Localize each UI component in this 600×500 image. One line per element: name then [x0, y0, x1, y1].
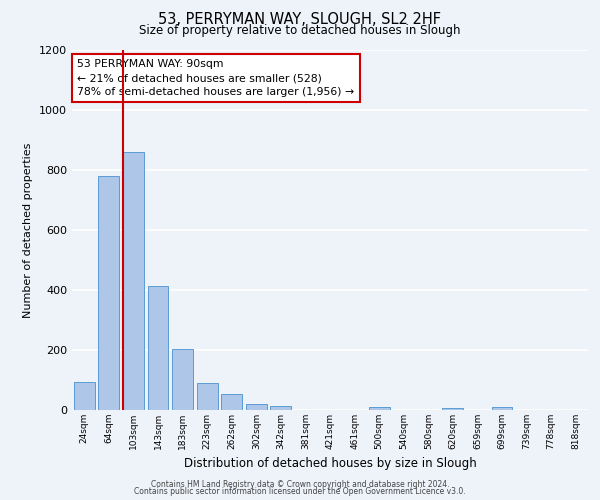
Text: Contains HM Land Registry data © Crown copyright and database right 2024.: Contains HM Land Registry data © Crown c… [151, 480, 449, 489]
Bar [271, 406, 292, 410]
Bar [442, 408, 463, 410]
Bar [172, 348, 193, 410]
Bar [221, 394, 242, 410]
X-axis label: Distribution of detached houses by size in Slough: Distribution of detached houses by size … [184, 458, 476, 470]
Y-axis label: Number of detached properties: Number of detached properties [23, 142, 34, 318]
Bar [368, 407, 389, 410]
Bar [74, 382, 95, 410]
Bar [246, 404, 267, 410]
Text: 53 PERRYMAN WAY: 90sqm
← 21% of detached houses are smaller (528)
78% of semi-de: 53 PERRYMAN WAY: 90sqm ← 21% of detached… [77, 59, 354, 97]
Text: Contains public sector information licensed under the Open Government Licence v3: Contains public sector information licen… [134, 487, 466, 496]
Bar [491, 407, 512, 410]
Bar [123, 152, 144, 410]
Bar [98, 176, 119, 410]
Text: Size of property relative to detached houses in Slough: Size of property relative to detached ho… [139, 24, 461, 37]
Text: 53, PERRYMAN WAY, SLOUGH, SL2 2HF: 53, PERRYMAN WAY, SLOUGH, SL2 2HF [158, 12, 442, 28]
Bar [148, 286, 169, 410]
Bar [197, 383, 218, 410]
